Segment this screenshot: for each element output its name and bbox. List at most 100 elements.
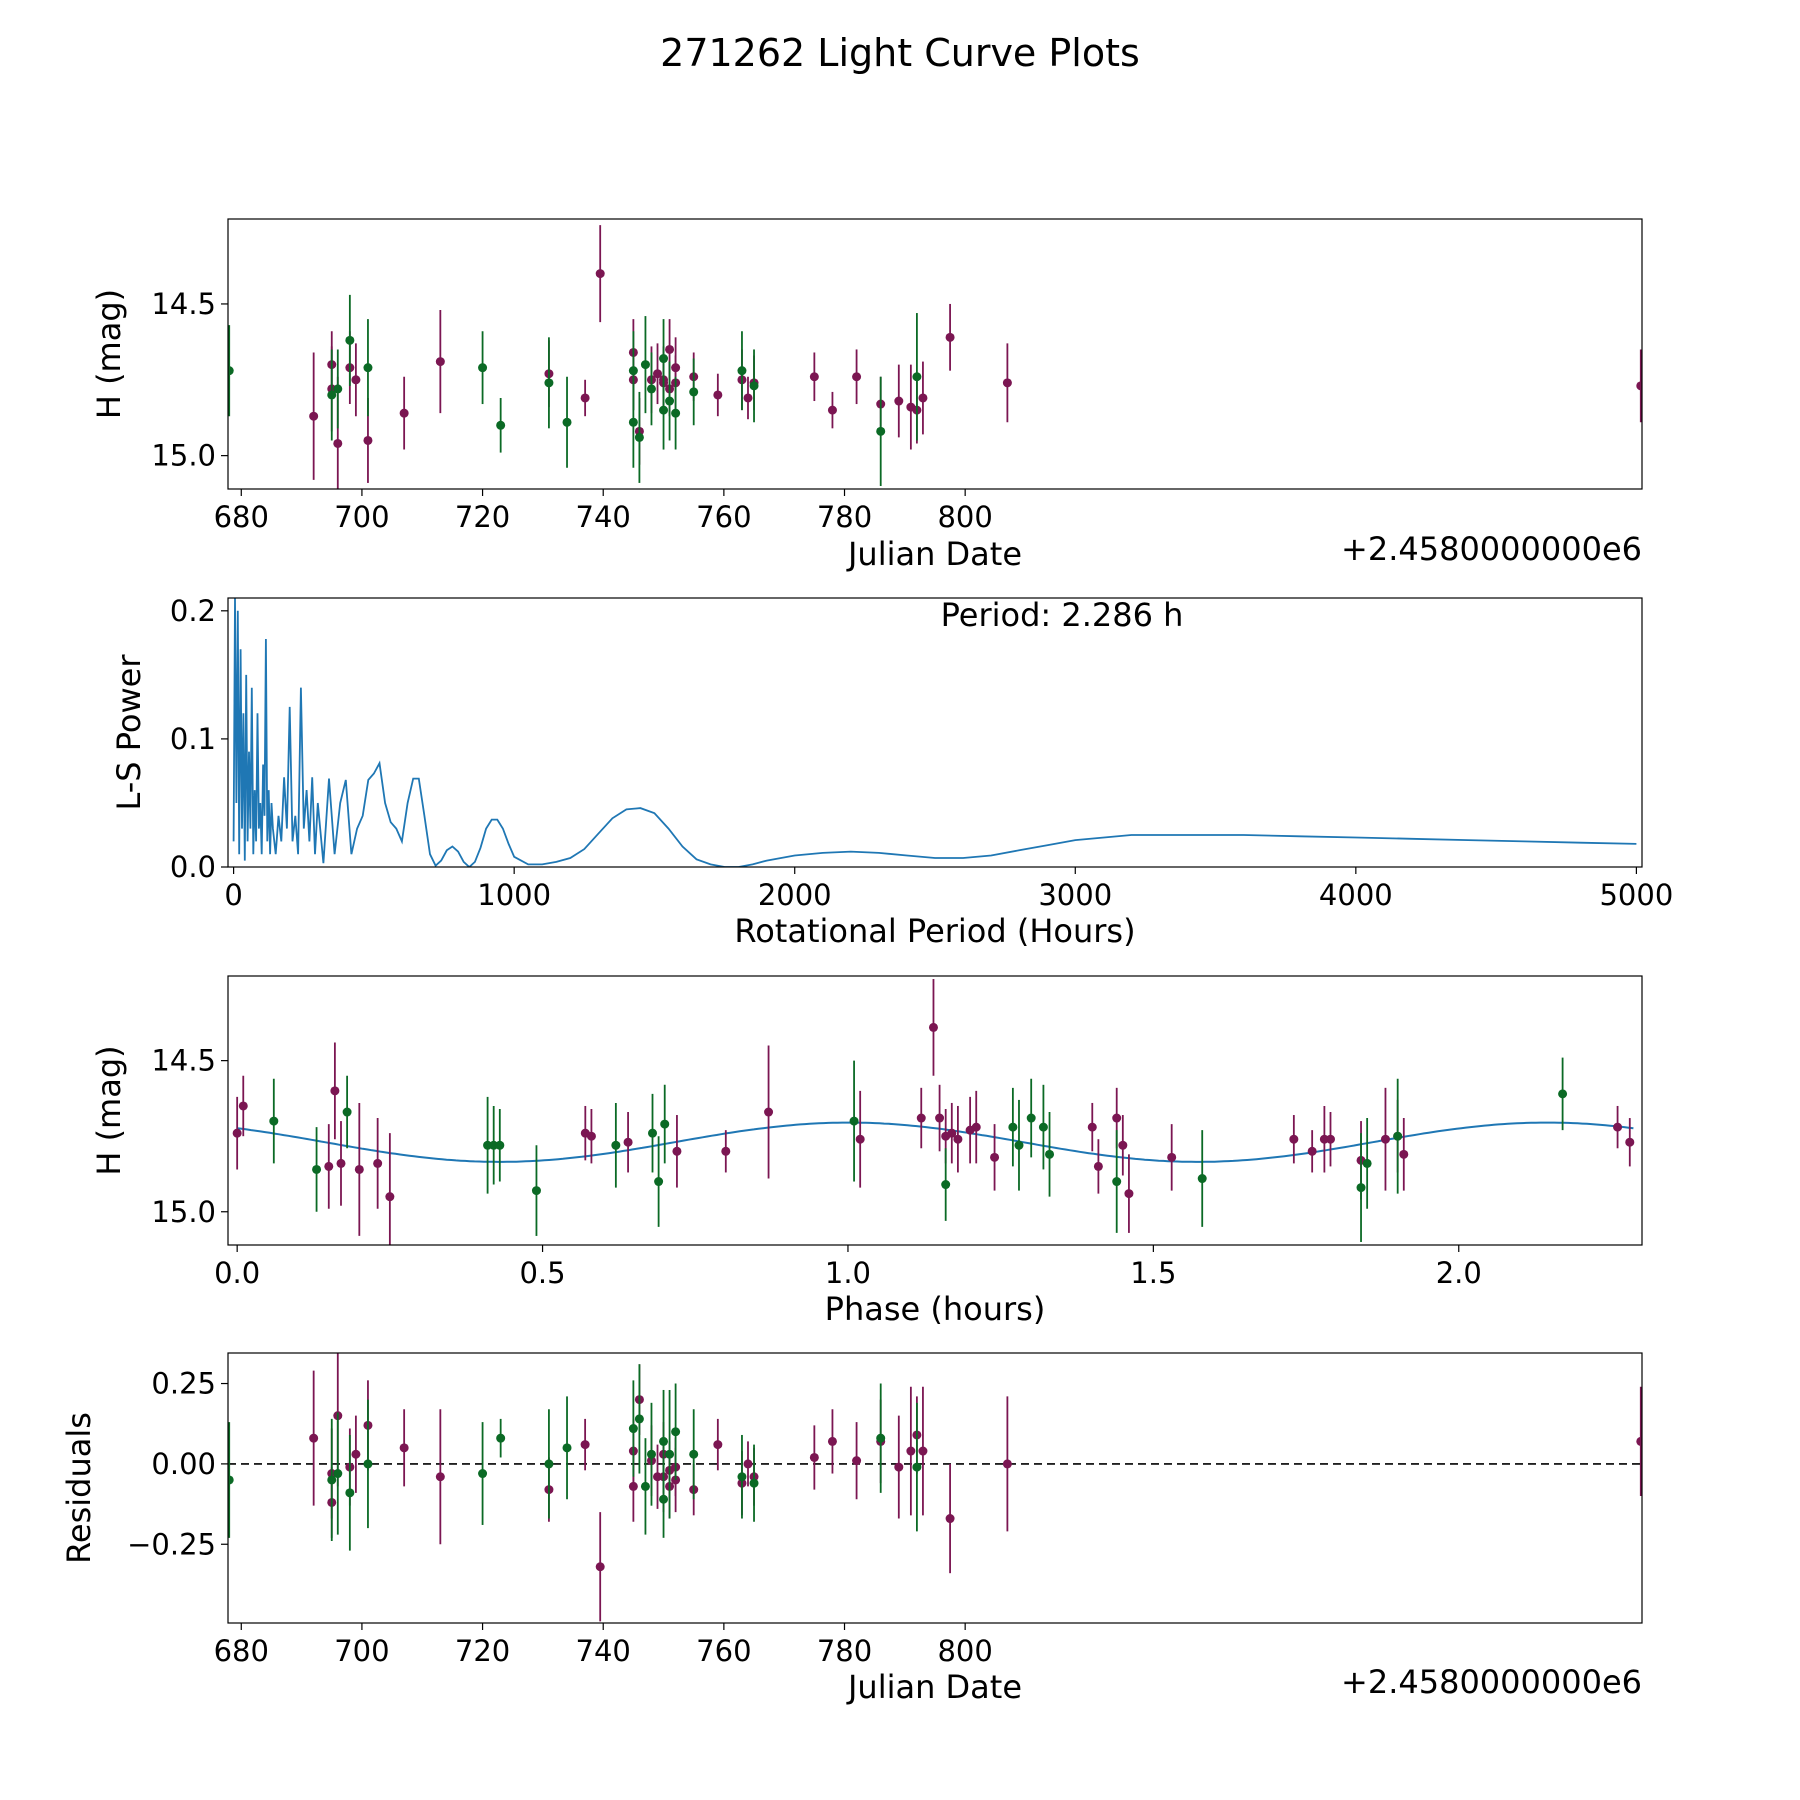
data-point xyxy=(646,384,656,394)
data-point xyxy=(496,1433,506,1443)
data-point xyxy=(1399,1149,1409,1159)
x-offset-text: +2.4580000000e6 xyxy=(1341,1663,1642,1701)
data-point xyxy=(1356,1183,1366,1193)
data-point xyxy=(1118,1140,1128,1150)
data-point xyxy=(1289,1134,1299,1144)
panel-phase-folded: 0.0 0.5 1.0 1.5 2.0 15.0 14.5 Phase (hours) H (m… xyxy=(90,975,1643,1328)
data-point xyxy=(238,1101,248,1111)
data-point xyxy=(1038,1122,1048,1132)
data-point xyxy=(849,1116,859,1126)
data-point xyxy=(906,1446,916,1456)
data-point xyxy=(654,1177,664,1187)
data-point xyxy=(660,1119,670,1129)
data-point xyxy=(659,405,669,415)
data-point xyxy=(1124,1189,1134,1199)
x-tick-label: 5000 xyxy=(1599,878,1673,912)
data-point xyxy=(749,1478,759,1488)
data-point xyxy=(345,335,355,345)
data-point xyxy=(232,1128,242,1138)
y-tick-label: 0.0 xyxy=(170,850,216,884)
x-tick-label: 2.0 xyxy=(1436,1256,1482,1290)
data-point xyxy=(646,1449,656,1459)
data-point xyxy=(1026,1113,1036,1123)
data-point xyxy=(743,1459,753,1469)
data-point xyxy=(1087,1122,1097,1132)
y-axis-label: H (mag) xyxy=(90,289,128,419)
data-point xyxy=(623,1137,633,1147)
data-point xyxy=(628,366,638,376)
data-point xyxy=(689,1449,699,1459)
x-tick-label: 800 xyxy=(937,500,992,534)
data-point xyxy=(333,384,343,394)
y-axis-label: L-S Power xyxy=(110,654,148,811)
data-point xyxy=(713,390,723,400)
data-point xyxy=(659,1494,669,1504)
data-point xyxy=(648,1128,658,1138)
data-point xyxy=(330,1086,340,1096)
data-point xyxy=(1613,1122,1623,1132)
x-tick-label: 680 xyxy=(214,500,269,534)
data-point xyxy=(628,1424,638,1434)
data-point xyxy=(928,1022,938,1032)
data-point xyxy=(1558,1089,1568,1099)
data-point xyxy=(713,1440,723,1450)
data-point xyxy=(912,1462,922,1472)
x-offset-text: +2.4580000000e6 xyxy=(1341,530,1642,568)
data-point xyxy=(671,1427,681,1437)
data-point xyxy=(363,363,373,373)
data-point xyxy=(351,1449,361,1459)
series-magenta xyxy=(309,1353,1642,1622)
x-axis-label: Julian Date xyxy=(846,535,1022,573)
x-tick-label: 740 xyxy=(576,1634,631,1668)
data-point xyxy=(916,1113,926,1123)
data-point xyxy=(1112,1177,1122,1187)
data-point xyxy=(628,417,638,427)
data-point xyxy=(435,1472,445,1482)
x-axis-label: Rotational Period (Hours) xyxy=(734,912,1135,950)
data-point xyxy=(228,1475,234,1485)
data-point xyxy=(737,366,747,376)
data-point xyxy=(947,1128,957,1138)
data-point xyxy=(671,408,681,418)
x-axis-label: Phase (hours) xyxy=(825,1290,1046,1328)
x-tick-label: 1.5 xyxy=(1130,1256,1176,1290)
data-point xyxy=(345,1488,355,1498)
data-point xyxy=(1362,1158,1372,1168)
y-tick-label: 0.00 xyxy=(151,1447,216,1481)
x-tick-label: 2000 xyxy=(758,878,832,912)
data-point xyxy=(363,1459,373,1469)
data-point xyxy=(327,1475,337,1485)
data-point xyxy=(743,393,753,403)
data-point xyxy=(1636,1436,1642,1446)
data-point xyxy=(269,1116,279,1126)
data-point xyxy=(1636,381,1642,391)
data-point xyxy=(640,360,650,370)
data-point xyxy=(1197,1174,1207,1184)
series-magenta xyxy=(309,225,1642,489)
x-tick-label: 760 xyxy=(696,500,751,534)
data-point xyxy=(855,1134,865,1144)
data-point xyxy=(665,396,675,406)
panel-julian-date-magnitude: 680 700 720 740 760 780 800 15.0 14.5 Julian Date… xyxy=(90,218,1643,573)
y-tick-label: 15.0 xyxy=(151,439,216,473)
data-point xyxy=(894,1462,904,1472)
data-point xyxy=(953,1134,963,1144)
data-point xyxy=(1167,1152,1177,1162)
data-point xyxy=(333,438,343,448)
data-point xyxy=(659,354,669,364)
plot-area xyxy=(232,979,1635,1245)
data-point xyxy=(611,1140,621,1150)
data-point xyxy=(595,269,605,279)
data-point xyxy=(1014,1140,1024,1150)
data-point xyxy=(1045,1149,1055,1159)
x-tick-label: 700 xyxy=(334,500,389,534)
x-tick-label: 0.5 xyxy=(519,1256,565,1290)
fit-curve xyxy=(237,1121,1634,1163)
data-point xyxy=(665,1449,675,1459)
data-point xyxy=(399,408,409,418)
data-point xyxy=(373,1158,383,1168)
data-point xyxy=(312,1164,322,1174)
data-point xyxy=(309,411,319,421)
series-green xyxy=(228,294,922,486)
axes-frame xyxy=(227,975,1643,1246)
